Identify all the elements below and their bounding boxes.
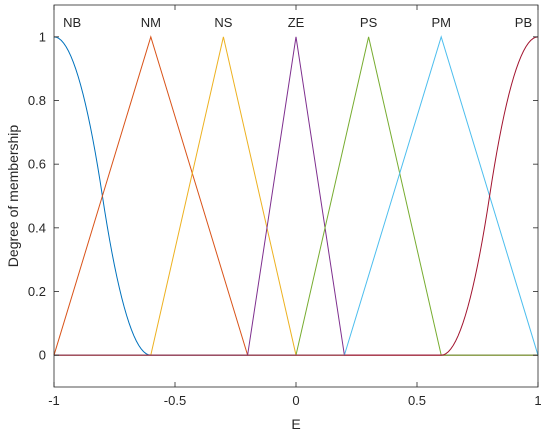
y-tick-label: 1 xyxy=(39,29,46,44)
mf-label-pb: PB xyxy=(515,15,532,30)
mf-label-ze: ZE xyxy=(288,15,305,30)
y-tick-label: 0.2 xyxy=(28,284,46,299)
series-layer xyxy=(53,35,539,356)
mf-label-pm: PM xyxy=(431,15,451,30)
y-tick-label: 0.4 xyxy=(28,220,46,235)
x-axis-label: E xyxy=(291,416,300,432)
x-tick-label: -1 xyxy=(48,393,60,408)
x-tick-label: 0 xyxy=(292,393,299,408)
mf-label-nm: NM xyxy=(141,15,161,30)
mf-label-ps: PS xyxy=(360,15,378,30)
y-tick-label: 0.6 xyxy=(28,157,46,172)
y-tick-label: 0 xyxy=(39,348,46,363)
tick-layer: -1 -0.5 0 0.5 1 0 0.2 0.4 0.6 0.8 1 xyxy=(28,5,542,408)
y-tick-label: 0.8 xyxy=(28,93,46,108)
plot-area xyxy=(54,5,538,387)
series-line-pb xyxy=(54,36,539,356)
mf-label-ns: NS xyxy=(214,15,232,30)
y-axis-label: Degree of membership xyxy=(5,125,21,268)
mf-label-layer: NB NM NS ZE PS PM PB xyxy=(63,15,532,30)
mf-label-nb: NB xyxy=(63,15,81,30)
x-tick-label: -0.5 xyxy=(164,393,186,408)
x-tick-label: 0.5 xyxy=(408,393,426,408)
x-tick-label: 1 xyxy=(534,393,541,408)
